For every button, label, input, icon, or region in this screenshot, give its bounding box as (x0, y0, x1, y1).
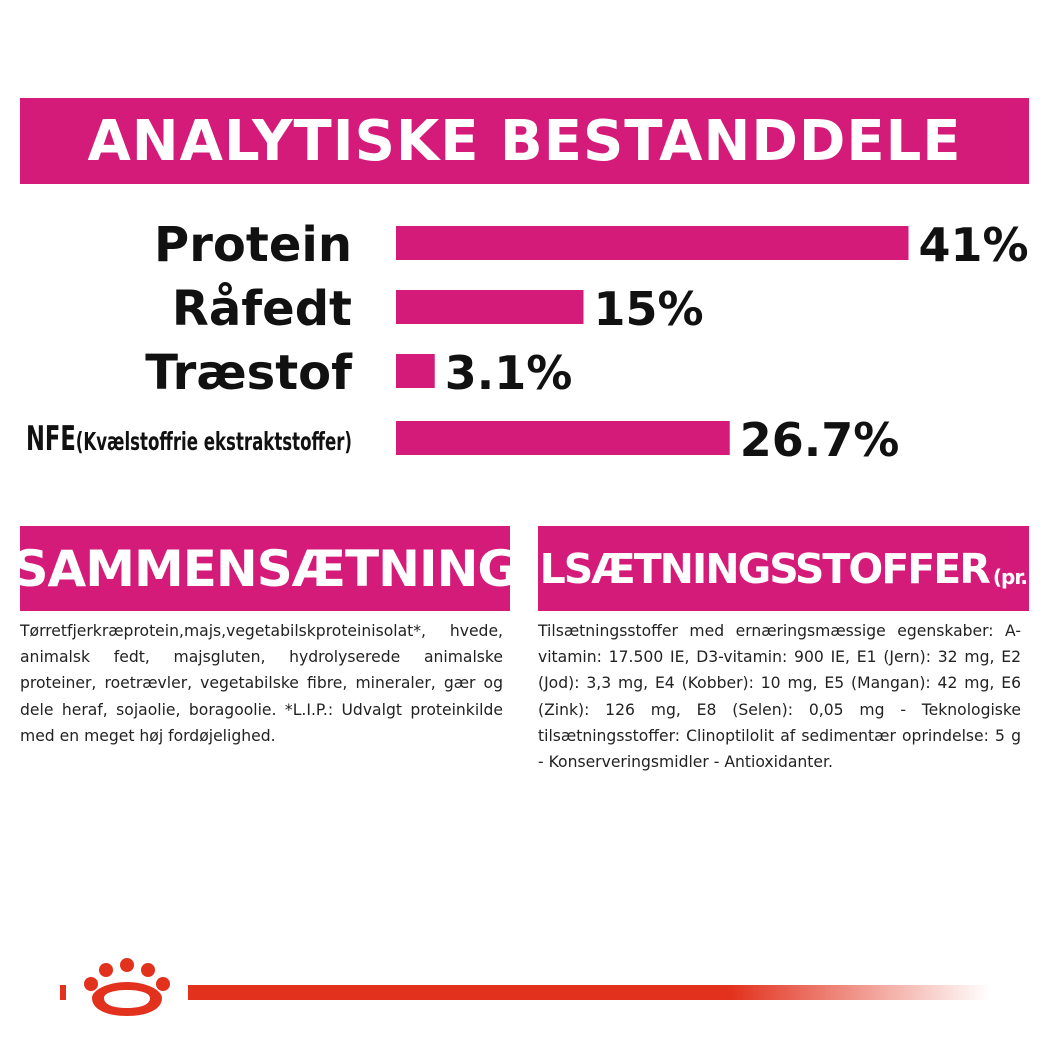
composition-text: Tørretfjerkræprotein,majs,vegetabilskpro… (20, 622, 503, 745)
bar-3 (396, 421, 730, 455)
composition-heading-banner: SAMMENSÆTNING (20, 526, 510, 611)
footer-line (60, 985, 990, 1000)
title-banner: ANALYTISKE BESTANDDELE (20, 98, 1029, 184)
value-label-2: 3.1% (445, 346, 573, 400)
bar-0 (396, 226, 909, 260)
value-label-1: 15% (594, 282, 704, 336)
value-label-3: 26.7% (740, 413, 900, 467)
category-label-0: Protein (154, 217, 352, 273)
composition-heading: SAMMENSÆTNING (20, 539, 510, 598)
category-label-1: Råfedt (172, 281, 352, 337)
additives-text: Tilsætningsstoffer med ernæringsmæssige … (538, 622, 1021, 772)
category-label-2: Træstof (145, 345, 353, 401)
bar-1 (396, 290, 584, 324)
page-title: ANALYTISKE BESTANDDELE (87, 108, 962, 174)
nutrient-bar-chart: 41% Protein 15% Råfedt 3.1% Træstof 26.7% NFE(K… (26, 217, 1029, 467)
additives-heading: TILSÆTNINGSSTOFFER (538, 544, 991, 593)
additives-heading-suffix: (pr. kg) (992, 565, 1029, 589)
bar-2 (396, 354, 435, 388)
value-label-0: 41% (919, 218, 1029, 272)
category-label-3: NFE(Kvælstoffrie ekstraktstoffer) (26, 419, 352, 459)
royal-canin-crown-icon (66, 958, 188, 1016)
additives-heading-banner: TILSÆTNINGSSTOFFER (pr. kg) (538, 526, 1029, 611)
